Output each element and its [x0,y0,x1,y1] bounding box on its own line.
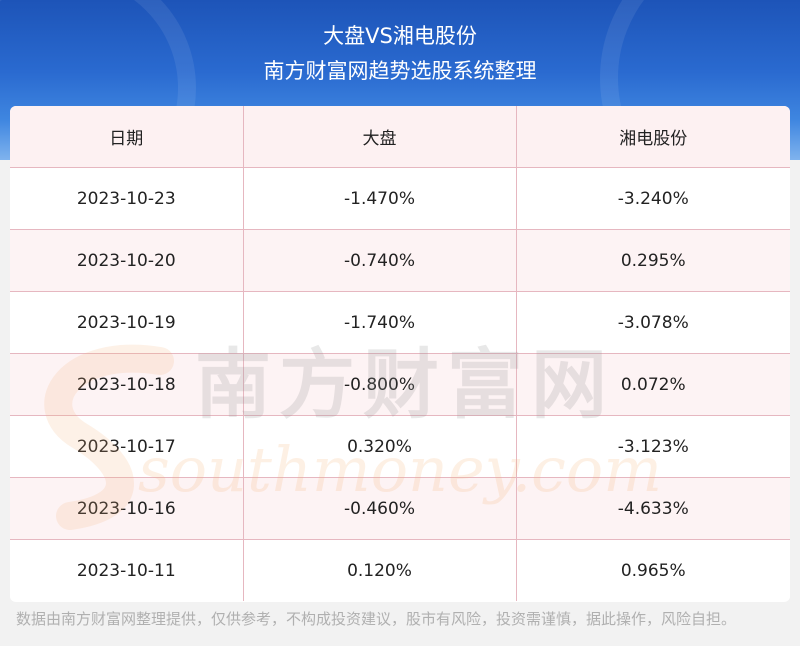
stock-change-cell: -3.078% [516,291,790,354]
date-cell: 2023-10-20 [10,229,244,292]
market-change-cell: 0.120% [243,539,517,601]
market-change-cell: -1.740% [243,291,517,354]
date-cell: 2023-10-18 [10,353,244,416]
market-change-cell: 0.320% [243,415,517,478]
date-cell: 2023-10-17 [10,415,244,478]
date-cell: 2023-10-16 [10,477,244,540]
footer-disclaimer: 数据由南方财富网整理提供，仅供参考，不构成投资建议，股市有风险，投资需谨慎，据此… [16,610,737,628]
column-header-date: 日期 [10,106,244,168]
table-row: 2023-10-20 -0.740% 0.295% [10,229,790,292]
stock-change-cell: -4.633% [516,477,790,540]
date-cell: 2023-10-23 [10,167,244,230]
stock-change-cell: -3.240% [516,167,790,230]
market-change-cell: -0.740% [243,229,517,292]
stock-change-cell: 0.072% [516,353,790,416]
comparison-table-card: 日期 大盘 湘电股份 2023-10-23 -1.470% -3.240% 20… [10,106,790,602]
page-subtitle: 南方财富网趋势选股系统整理 [263,59,537,83]
stock-change-cell: -3.123% [516,415,790,478]
table-row: 2023-10-17 0.320% -3.123% [10,415,790,478]
table-row: 2023-10-11 0.120% 0.965% [10,539,790,601]
table-row: 2023-10-16 -0.460% -4.633% [10,477,790,540]
table-row: 2023-10-18 -0.800% 0.072% [10,353,790,416]
column-header-market: 大盘 [243,106,517,168]
table-row: 2023-10-23 -1.470% -3.240% [10,167,790,230]
table-header-row: 日期 大盘 湘电股份 [10,106,790,168]
stock-change-cell: 0.295% [516,229,790,292]
column-header-stock: 湘电股份 [516,106,790,168]
market-change-cell: -1.470% [243,167,517,230]
table-row: 2023-10-19 -1.740% -3.078% [10,291,790,354]
stock-change-cell: 0.965% [620,560,686,581]
market-change-cell: -0.460% [243,477,517,540]
page-title: 大盘VS湘电股份 [323,24,477,48]
market-change-cell: -0.800% [243,353,517,416]
date-cell: 2023-10-11 [10,539,244,601]
date-cell: 2023-10-19 [10,291,244,354]
comparison-table: 日期 大盘 湘电股份 2023-10-23 -1.470% -3.240% 20… [10,106,790,601]
